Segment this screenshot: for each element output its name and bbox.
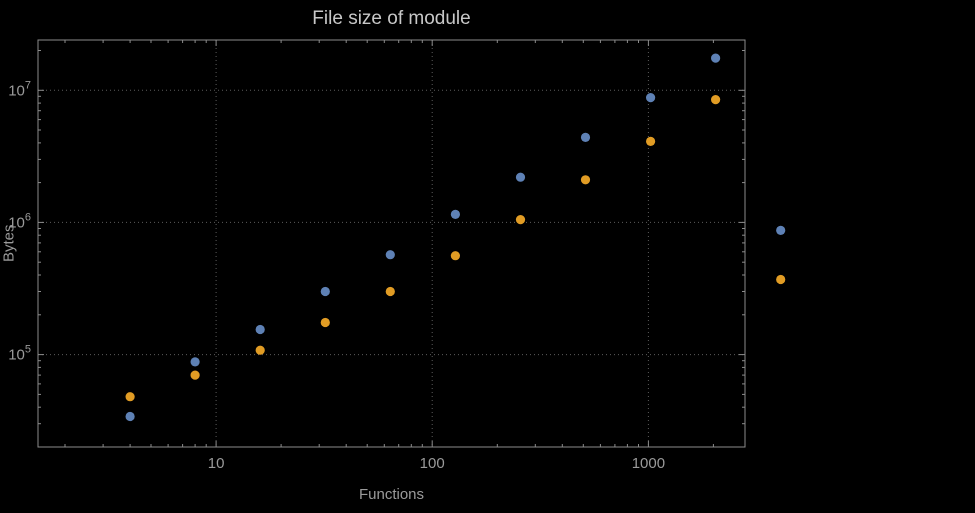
- svg-text:10: 10: [208, 455, 225, 472]
- svg-text:106: 106: [8, 211, 31, 231]
- x-axis-label: Functions: [358, 486, 425, 503]
- svg-text:100: 100: [420, 455, 445, 472]
- svg-text:105: 105: [8, 344, 31, 364]
- y-axis-label: Bytes: [0, 224, 18, 263]
- svg-text:1000: 1000: [632, 455, 665, 472]
- svg-text:107: 107: [8, 79, 31, 99]
- chart-title: File size of module: [312, 8, 471, 29]
